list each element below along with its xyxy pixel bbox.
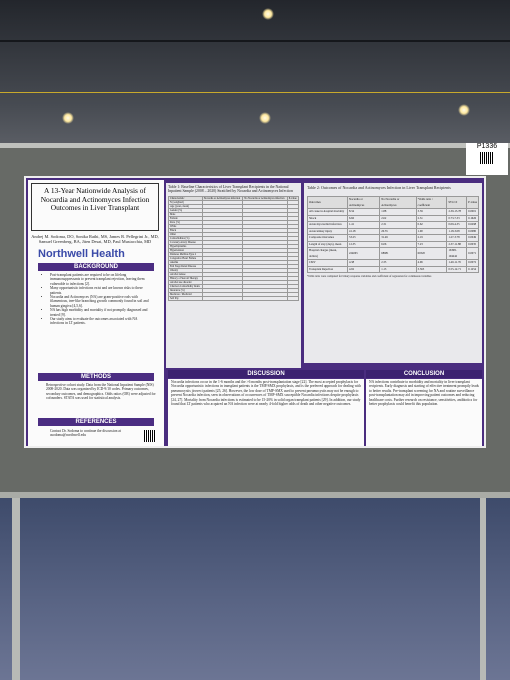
table-row: Hospital charges (mean, dollars) 224065 68…	[307, 247, 479, 261]
section-heading: DISCUSSION	[168, 370, 364, 378]
background-bullet: Our study aims to evaluate the outcomes …	[50, 317, 152, 326]
table-cell: 0.0071	[466, 247, 479, 261]
table-cell: Acute myocardial infarction	[307, 221, 348, 229]
table-cell: 1.13	[379, 265, 417, 274]
light	[259, 112, 271, 124]
table2: Outcomes Nocardia or Actinomyces No Nocard…	[307, 196, 479, 274]
section-heading: METHODS	[38, 373, 154, 381]
authors: Andrej M. Sodoma, DO, Sonika Rathi, MS, …	[31, 234, 159, 244]
section-heading: CONCLUSION	[366, 370, 482, 378]
table-cell: 3.563	[415, 265, 448, 274]
background-bullet: Nocardia and Actinomyces (NA) are gram-p…	[50, 295, 152, 308]
row-label: Self Pay	[168, 295, 203, 301]
booth-number: P1336	[476, 143, 498, 150]
cable	[0, 92, 510, 93]
column-header: No Nocardia or Actinomyces infection	[242, 195, 288, 201]
header-row: Characteristic Nocardia or Actinomyces in…	[168, 195, 300, 201]
header-row: Outcomes Nocardia or Actinomyces No Nocard…	[307, 196, 479, 210]
empty-cell	[286, 295, 300, 301]
logo: Northwell Health	[38, 248, 125, 260]
column-header: P-value	[286, 195, 300, 201]
table1: Characteristic Nocardia or Actinomyces in…	[168, 195, 300, 301]
table-cell: 224065	[346, 247, 381, 261]
table1-wrap: Characteristic Nocardia or Actinomyces in…	[166, 195, 301, 301]
table-cell: 4.92	[346, 265, 381, 274]
background-bullet: Many opportunistic infections exist and …	[50, 286, 152, 295]
carpet	[0, 495, 510, 680]
table-cell: 16398-104242	[446, 247, 468, 261]
column-header: *Odds ratio / coefficient	[415, 196, 448, 210]
poster: A 13-Year Nationwide Analysis of Nocardi…	[24, 176, 486, 448]
ceiling	[0, 0, 510, 150]
table2-footnote: *Odds ratio were computed for binary res…	[307, 275, 432, 279]
column-header: Outcomes	[307, 196, 348, 210]
column-header: 95% CI	[446, 196, 468, 210]
stand-leg	[12, 495, 20, 680]
background-bullet: Post-transplant patients are required to…	[50, 273, 152, 286]
references-text: Contact Dr. Sodoma to continue the discu…	[50, 429, 121, 438]
poster-title: A 13-Year Nationwide Analysis of Nocardi…	[31, 183, 159, 231]
section-heading: REFERENCES	[38, 418, 154, 426]
table-cell: 68981	[379, 247, 417, 261]
conclusion-text: NA infections contribute to morbidity an…	[366, 379, 482, 446]
table1-title: Table 1: Baseline Characteristics of Liv…	[168, 185, 293, 194]
empty-cell	[201, 295, 244, 301]
column-header: Nocardia or Actinomyces infection	[201, 195, 244, 201]
beam	[0, 40, 510, 42]
light	[458, 104, 470, 116]
table2-wrap: Outcomes Nocardia or Actinomyces No Nocard…	[304, 193, 482, 281]
light	[262, 8, 274, 20]
methods-text: Retrospective cohort study. Data from th…	[46, 383, 156, 401]
column-header: No Nocardia or Actinomyces	[379, 196, 417, 210]
discussion-text: Nocardia infections occur in the 1-6 mon…	[168, 379, 364, 446]
column-header: P-value	[466, 196, 479, 210]
table1-panel: Table 1: Baseline Characteristics of Liv…	[166, 183, 301, 368]
light	[62, 112, 74, 124]
table-row: Acute myocardial infarction 1.41 2.31 0.62 0…	[307, 221, 479, 229]
background-list: Post-transplant patients are required to…	[42, 273, 152, 326]
table2-title: Table 2: Outcomes of Nocardia and Actino…	[307, 185, 451, 190]
table-cell: 60320	[415, 247, 448, 261]
table-row: Transplant Rejection 4.92 1.13 3.563 0.55-12…	[307, 265, 479, 274]
section-heading: BACKGROUND	[38, 263, 154, 271]
row-label: History of Steroid Therapy	[168, 275, 203, 281]
stand-leg	[480, 495, 486, 680]
empty-cell	[242, 295, 288, 301]
booth-card: P1336	[466, 143, 508, 175]
table-row: Self Pay	[168, 295, 300, 301]
column-header: Nocardia or Actinomyces	[346, 196, 381, 210]
qr-code	[144, 430, 156, 442]
qr-code	[480, 152, 494, 164]
table-cell: 0.55-12.71	[446, 265, 468, 274]
background-bullet: NA has high morbidity and mortality if n…	[50, 308, 152, 317]
row-label: Charlson Comorbidity Index	[168, 283, 203, 289]
table-cell: Transplant Rejection	[307, 265, 348, 274]
table2-panel: Table 2: Outcomes of Nocardia and Actino…	[304, 183, 482, 363]
table-cell: 0.1254	[466, 265, 479, 274]
table-cell: All cause in-hospital mortality	[307, 208, 348, 216]
left-column: A 13-Year Nationwide Analysis of Nocardi…	[28, 180, 164, 446]
table-cell: Hospital charges (mean, dollars)	[307, 247, 348, 261]
